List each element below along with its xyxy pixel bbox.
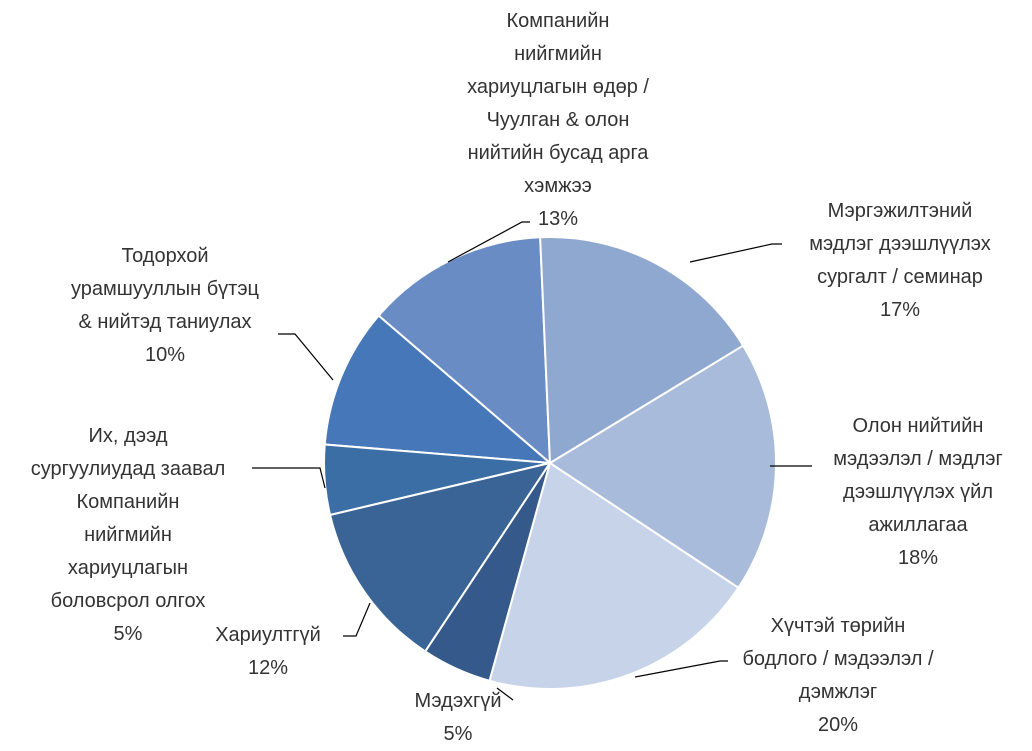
slice-label: Хариултгүй 12% xyxy=(118,619,418,685)
leader-line xyxy=(343,602,371,637)
leader-line xyxy=(496,687,514,701)
category-label: Тодорхой урамшууллын бүтэц & нийтэд тани… xyxy=(71,245,259,333)
category-label: Мэдэхгүй xyxy=(414,690,502,712)
value-label: 17% xyxy=(879,299,921,321)
leader-line xyxy=(634,660,728,678)
category-label: Их, дээд сургуулиудад заавал Компанийн н… xyxy=(30,425,226,612)
slice-label: Мэргэжилтэний мэдлэг дээшлүүлэх сургалт … xyxy=(750,195,1032,327)
leader-line xyxy=(252,467,326,489)
slice-label: Хүчтэй төрийн бодлого / мэдээлэл / дэмжл… xyxy=(688,610,988,742)
pie-slice xyxy=(328,461,553,653)
slice-label: Их, дээд сургуулиудад заавал Компанийн н… xyxy=(0,420,278,651)
category-label: Мэргэжилтэний мэдлэг дээшлүүлэх сургалт … xyxy=(809,200,991,288)
page: {"chart_data": {"type": "pie", "categori… xyxy=(0,5,1032,745)
leader-line xyxy=(278,333,334,381)
pie-slice xyxy=(539,236,745,465)
leader-lines xyxy=(252,221,812,701)
slice-label: Тодорхой урамшууллын бүтэц & нийтэд тани… xyxy=(15,240,315,372)
category-label: Компанийн нийгмийн хариуцлагын өдөр / Чу… xyxy=(467,10,649,197)
slice-label: Олон нийтийн мэдээлэл / мэдлэг дээшлүүлэ… xyxy=(768,410,1032,575)
chart xyxy=(252,221,812,701)
slice-label: Компанийн нийгмийн хариуцлагын өдөр / Чу… xyxy=(408,5,708,236)
value-label: 5% xyxy=(113,623,143,645)
pie-slice xyxy=(548,344,777,590)
value-label: 13% xyxy=(537,208,579,230)
value-label: 20% xyxy=(817,714,859,736)
category-label: Олон нийтийн мэдээлэл / мэдлэг дээшлүүлэ… xyxy=(833,415,1003,536)
category-label: Хүчтэй төрийн бодлого / мэдээлэл / дэмжл… xyxy=(742,615,934,703)
value-label: 18% xyxy=(897,547,939,569)
leader-line xyxy=(689,243,782,263)
value-label: 10% xyxy=(144,344,186,366)
pie-slice xyxy=(323,314,553,465)
value-label: 5% xyxy=(443,723,473,745)
pie-slice xyxy=(488,461,740,690)
leader-line xyxy=(447,221,530,263)
slice-label: Мэдэхгүй 5% xyxy=(308,685,608,751)
value-label: 12% xyxy=(247,657,289,679)
category-label: Хариултгүй xyxy=(215,624,321,646)
